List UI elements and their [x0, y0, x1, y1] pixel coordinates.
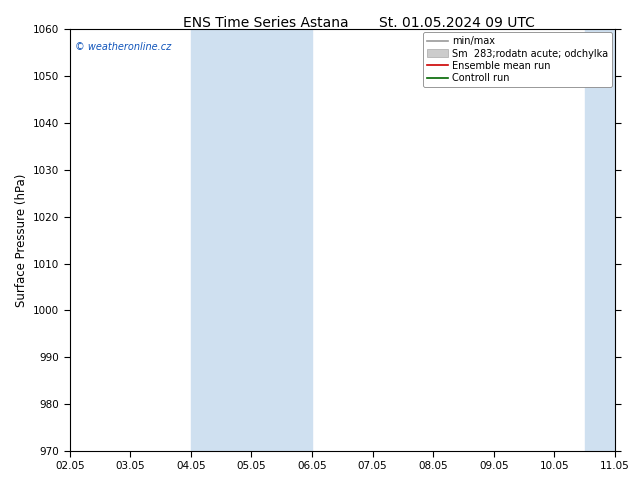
Legend: min/max, Sm  283;rodatn acute; odchylka, Ensemble mean run, Controll run: min/max, Sm 283;rodatn acute; odchylka, …	[423, 32, 612, 87]
Text: St. 01.05.2024 09 UTC: St. 01.05.2024 09 UTC	[378, 16, 534, 30]
Text: © weatheronline.cz: © weatheronline.cz	[75, 42, 171, 52]
Text: ENS Time Series Astana: ENS Time Series Astana	[183, 16, 349, 30]
Y-axis label: Surface Pressure (hPa): Surface Pressure (hPa)	[15, 173, 27, 307]
Bar	[191, 29, 312, 451]
Bar	[585, 29, 615, 451]
